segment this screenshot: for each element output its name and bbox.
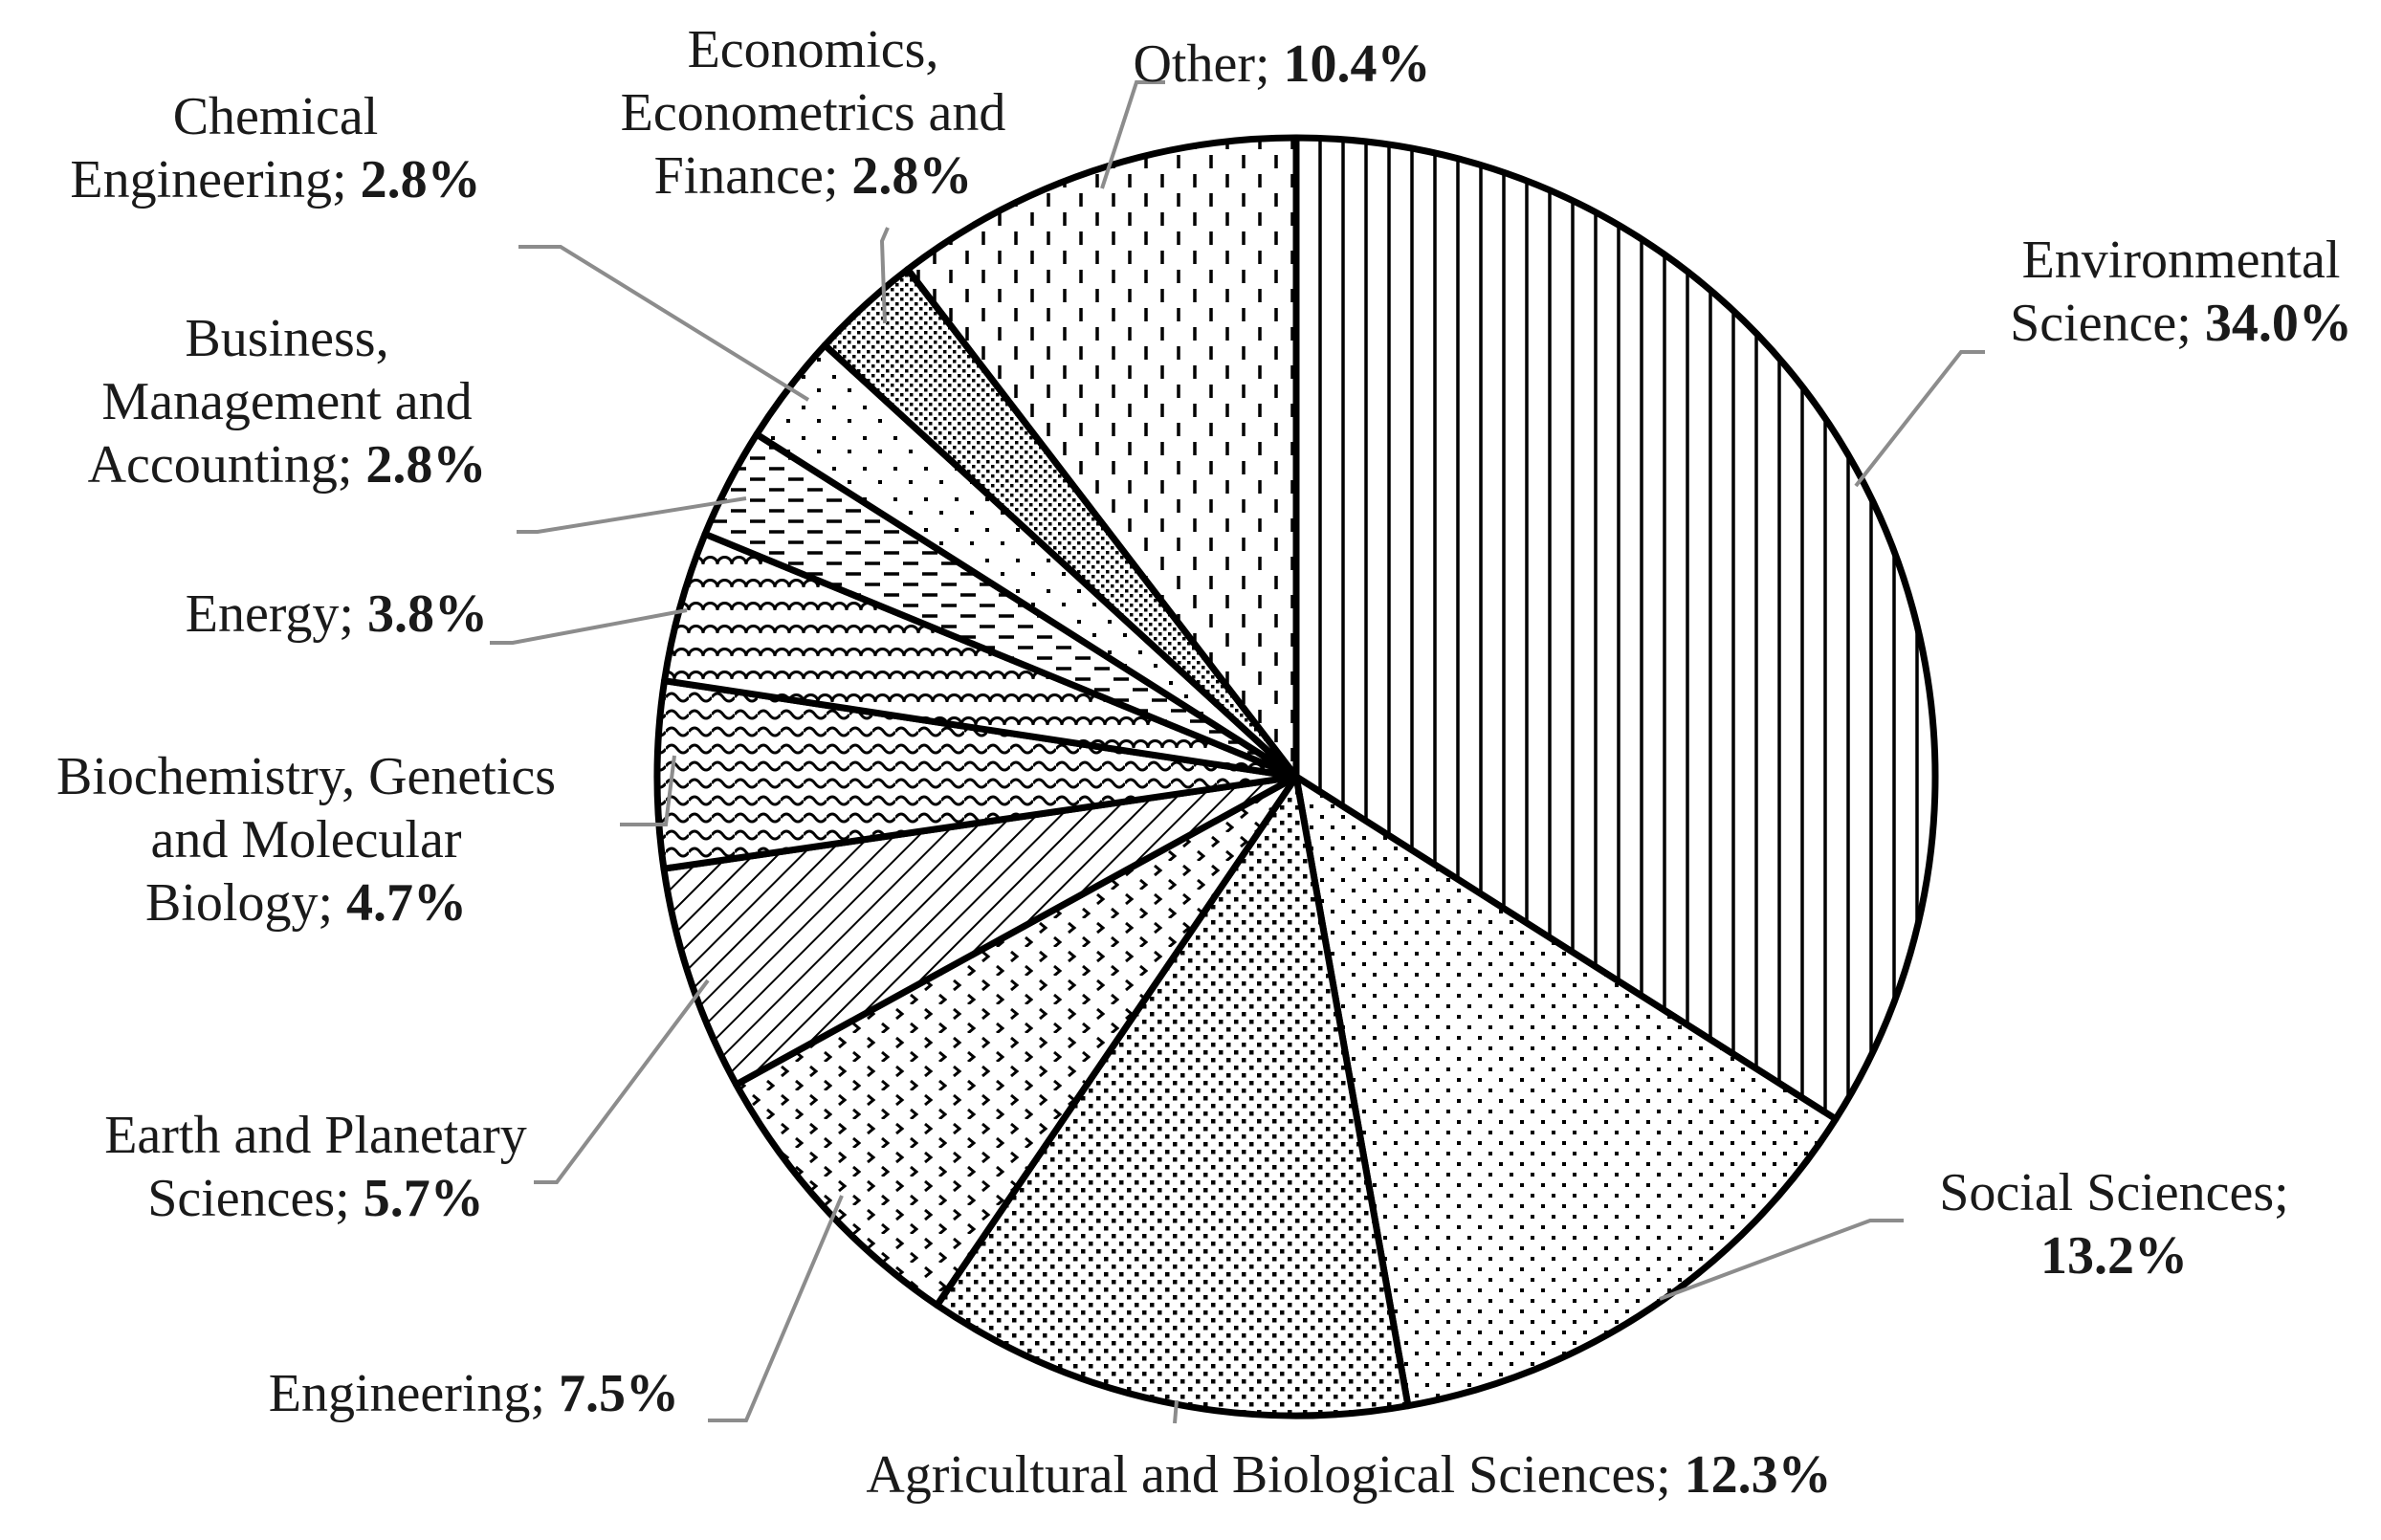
leader-line [518, 245, 810, 402]
slice-label-percent: 34.0% [2205, 294, 2352, 353]
slice-label-text: Finance; [654, 146, 852, 206]
leader-line [1854, 350, 1985, 488]
leader-line [490, 608, 688, 645]
slice-label: Agricultural and Biological Sciences; 12… [866, 1445, 1831, 1505]
slice-labels: Environmental Science; 34.0% Social Scienc… [56, 20, 2352, 1505]
leader-line [879, 227, 890, 324]
slice-label-text: Engineering; [269, 1364, 559, 1423]
pie-slices [653, 134, 1939, 1419]
slice-label: Biochemistry, Genetics and Molecular Biolo… [56, 747, 556, 933]
slice-label-text: Engineering; [70, 150, 360, 209]
leader-line [517, 496, 747, 534]
slice-label: Economics, Econometrics and Finance; 2.8% [621, 20, 1006, 206]
pie-slice-earth-and-planetary-sciences [660, 773, 1300, 1089]
slice-label: Business, Management and Accounting; 2.8% [88, 309, 487, 495]
slice-label: Other; 10.4% [1133, 34, 1430, 94]
slice-label-text: Environmental [2022, 231, 2341, 290]
leader-line [1100, 80, 1165, 189]
slice-label-text: Science; [2010, 294, 2205, 353]
pie-slice-social-sciences [1292, 773, 1840, 1410]
slice-label-percent: 7.5% [559, 1364, 679, 1423]
slice-label-text: and Molecular [151, 810, 462, 869]
slice-label-percent: 2.8% [361, 150, 481, 209]
slice-label-text: Other; [1133, 34, 1283, 94]
slice-label-percent: 13.2% [2040, 1226, 2188, 1286]
slice-label-text: Social Sciences; [1939, 1163, 2288, 1222]
leader-line [708, 1195, 844, 1422]
slice-label-percent: 2.8% [365, 435, 486, 495]
slice-label-percent: 4.7% [346, 873, 467, 933]
pie-slice-biochemistry-genetics-and-molecular-biology [653, 677, 1300, 872]
slice-label: Earth and Planetary Sciences; 5.7% [104, 1106, 527, 1228]
slice-label-percent: 2.8% [851, 146, 972, 206]
slice-label-percent: 3.8% [367, 584, 488, 644]
slice-label-text: Econometrics and [621, 83, 1006, 143]
slice-label: Social Sciences; 13.2% [1939, 1163, 2288, 1286]
slice-label-text: Business, [185, 309, 388, 368]
leader-line [534, 979, 710, 1184]
slice-label-percent: 10.4% [1284, 34, 1431, 94]
slice-label-text: Accounting; [88, 435, 366, 495]
slice-label: Chemical Engineering; 2.8% [70, 87, 480, 209]
pie-slice-other [904, 134, 1300, 781]
slice-label-text: Biology; [145, 873, 346, 933]
slice-label-text: Agricultural and Biological Sciences; [866, 1445, 1684, 1505]
slice-label: Energy; 3.8% [186, 584, 488, 644]
slice-label-text: Energy; [186, 584, 367, 644]
slice-label: Engineering; 7.5% [269, 1364, 679, 1423]
leader-line [620, 755, 676, 826]
slice-label-text: Chemical [173, 87, 379, 146]
slice-label: Environmental Science; 34.0% [2010, 231, 2352, 353]
leader-lines [490, 80, 1985, 1424]
pie-slice-agricultural-and-biological-sciences [934, 773, 1412, 1419]
slice-label-text: Earth and Planetary [104, 1106, 527, 1165]
slice-label-text: Sciences; [147, 1169, 363, 1228]
slice-label-percent: 12.3% [1685, 1445, 1832, 1505]
slice-label-text: Biochemistry, Genetics [56, 747, 556, 806]
leader-line [1659, 1219, 1904, 1301]
pie-slice-engineering [733, 773, 1300, 1309]
slice-label-text: Management and [101, 372, 472, 431]
pie-slice-environmental-science [1292, 134, 1939, 1123]
leader-line [1173, 1399, 1179, 1424]
slice-label-text: Economics, [688, 20, 939, 79]
slice-label-percent: 5.7% [364, 1169, 484, 1228]
